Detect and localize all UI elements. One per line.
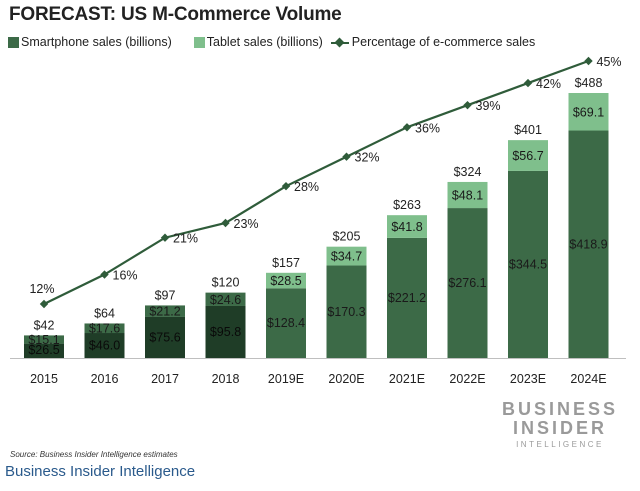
business-insider-logo: BUSINESS INSIDER INTELLIGENCE	[502, 400, 618, 449]
bar-smartphone-2016	[84, 333, 125, 358]
label-total-2024E: $488	[575, 76, 603, 90]
bar-tablet-2018	[205, 292, 246, 306]
label-smartphone-2020E: $170.3	[327, 305, 365, 319]
source-note: Source: Business Insider Intelligence es…	[10, 450, 178, 459]
label-total-2017: $97	[155, 288, 176, 302]
bar-smartphone-2020E	[326, 265, 367, 358]
label-total-2021E: $263	[393, 198, 421, 212]
bar-smartphone-2018	[205, 305, 246, 358]
tick-label-2016: 2016	[91, 372, 119, 386]
percentage-label-2022E: 39%	[476, 99, 501, 113]
percentage-label-2015: 12%	[29, 282, 54, 296]
label-tablet-2016: $17.6	[89, 322, 120, 336]
percentage-marker-2017	[160, 233, 170, 242]
legend-item-tablet: Tablet sales (billions)	[193, 35, 323, 49]
percentage-marker-2023E	[523, 78, 533, 88]
tablet-swatch-icon	[193, 36, 205, 48]
bar-smartphone-2019E	[266, 288, 306, 358]
percentage-marker-2022E	[463, 100, 472, 110]
label-smartphone-2021E: $221.2	[388, 291, 426, 305]
bar-tablet-2022E	[447, 181, 488, 209]
brand-footer[interactable]: Business Insider Intelligence	[5, 463, 196, 480]
tick-label-2015: 2015	[30, 372, 58, 386]
percentage-label-2019E: 28%	[294, 180, 319, 194]
bar-smartphone-2022E	[447, 208, 488, 358]
legend-label-tablet: Tablet sales (billions)	[206, 35, 323, 49]
tick-label-2019E: 2019E	[268, 372, 304, 386]
label-smartphone-2023E: $344.5	[509, 257, 547, 271]
label-smartphone-2024E: $418.9	[569, 237, 607, 251]
percentage-marker-2020E	[342, 152, 351, 161]
bar-tablet-2017	[145, 305, 185, 317]
percentage-label-2024E: 45%	[597, 55, 622, 69]
tick-label-2018: 2018	[212, 372, 240, 386]
logo-line-2: INSIDER	[512, 418, 607, 438]
percentage-label-2017: 21%	[173, 232, 198, 246]
label-tablet-2021E: $41.8	[391, 220, 422, 234]
label-total-2015: $42	[34, 318, 55, 332]
bar-tablet-2023E	[508, 140, 548, 171]
label-tablet-2019E: $28.5	[270, 274, 301, 288]
percentage-label-2023E: 42%	[536, 77, 561, 91]
bar-tablet-2015	[24, 335, 64, 344]
legend-label-percentage: Percentage of e-commerce sales	[351, 35, 536, 49]
label-smartphone-2018: $95.8	[210, 325, 241, 339]
bar-smartphone-2017	[145, 316, 185, 358]
percentage-marker-2015	[39, 299, 49, 309]
bar-smartphone-2024E	[568, 130, 609, 358]
chart-plot: $26.5$15.1$42 2015 $46.0 $17.6 $64 2016 $75.6 $…	[10, 55, 626, 386]
label-tablet-2015: $15.1	[28, 333, 59, 347]
label-smartphone-2019E: $128.4	[267, 316, 305, 330]
label-smartphone-2022E: $276.1	[448, 276, 486, 290]
label-total-2020E: $205	[333, 230, 361, 244]
legend-item-percentage: Percentage of e-commerce sales	[330, 35, 536, 49]
label-total-2022E: $324	[454, 165, 482, 179]
logo-line-3: INTELLIGENCE	[516, 440, 604, 449]
logo-line-1: BUSINESS	[501, 399, 618, 419]
percentage-line	[43, 59, 589, 305]
percentage-marker-2024E	[584, 56, 593, 66]
smartphone-swatch-icon	[8, 36, 19, 48]
tick-label-2022E: 2022E	[449, 372, 485, 386]
bar-tablet-2019E	[266, 272, 306, 289]
label-total-2019E: $157	[272, 256, 300, 270]
bar-smartphone-2023E	[508, 170, 548, 358]
label-tablet-2024E: $69.1	[573, 105, 604, 119]
bar-tablet-2021E	[387, 215, 427, 238]
chart-legend: Smartphone sales (billions) Tablet sales…	[8, 35, 543, 49]
percentage-label-2016: 16%	[113, 269, 138, 283]
line-diamond-icon	[330, 37, 349, 48]
percentage-marker-2019E	[281, 181, 291, 191]
legend-item-smartphone: Smartphone sales (billions)	[8, 35, 172, 49]
label-tablet-2020E: $34.7	[331, 250, 362, 264]
label-smartphone-2015: $26.5	[28, 343, 59, 357]
label-smartphone-2017: $75.6	[149, 330, 180, 344]
label-tablet-2022E: $48.1	[452, 189, 483, 203]
label-total-2016: $64	[94, 306, 115, 320]
label-tablet-2017: $21.2	[149, 305, 180, 319]
tick-label-2021E: 2021E	[389, 372, 425, 386]
percentage-marker-2018	[221, 218, 230, 228]
bar-smartphone-2015	[24, 343, 64, 358]
label-smartphone-2016: $46.0	[89, 339, 120, 353]
label-total-2023E: $401	[514, 123, 542, 137]
percentage-marker-2021E	[402, 123, 412, 132]
chart-title: FORECAST: US M-Commerce Volume	[9, 4, 342, 25]
percentage-marker-2016	[100, 270, 109, 279]
percentage-label-2020E: 32%	[355, 151, 380, 165]
bar-tablet-2024E	[568, 93, 609, 131]
percentage-label-2018: 23%	[234, 217, 259, 231]
bar-tablet-2016	[84, 323, 125, 334]
tick-label-2017: 2017	[151, 372, 179, 386]
label-total-2018: $120	[212, 276, 240, 290]
tick-label-2020E: 2020E	[328, 372, 364, 386]
label-tablet-2018: $24.6	[210, 293, 241, 307]
label-tablet-2023E: $56.7	[512, 149, 543, 163]
percentage-label-2021E: 36%	[415, 121, 440, 135]
tick-label-2023E: 2023E	[510, 372, 546, 386]
bar-smartphone-2021E	[387, 237, 427, 358]
bar-tablet-2020E	[326, 246, 367, 266]
tick-label-2024E: 2024E	[570, 372, 606, 386]
legend-label-smartphone: Smartphone sales (billions)	[21, 35, 172, 49]
